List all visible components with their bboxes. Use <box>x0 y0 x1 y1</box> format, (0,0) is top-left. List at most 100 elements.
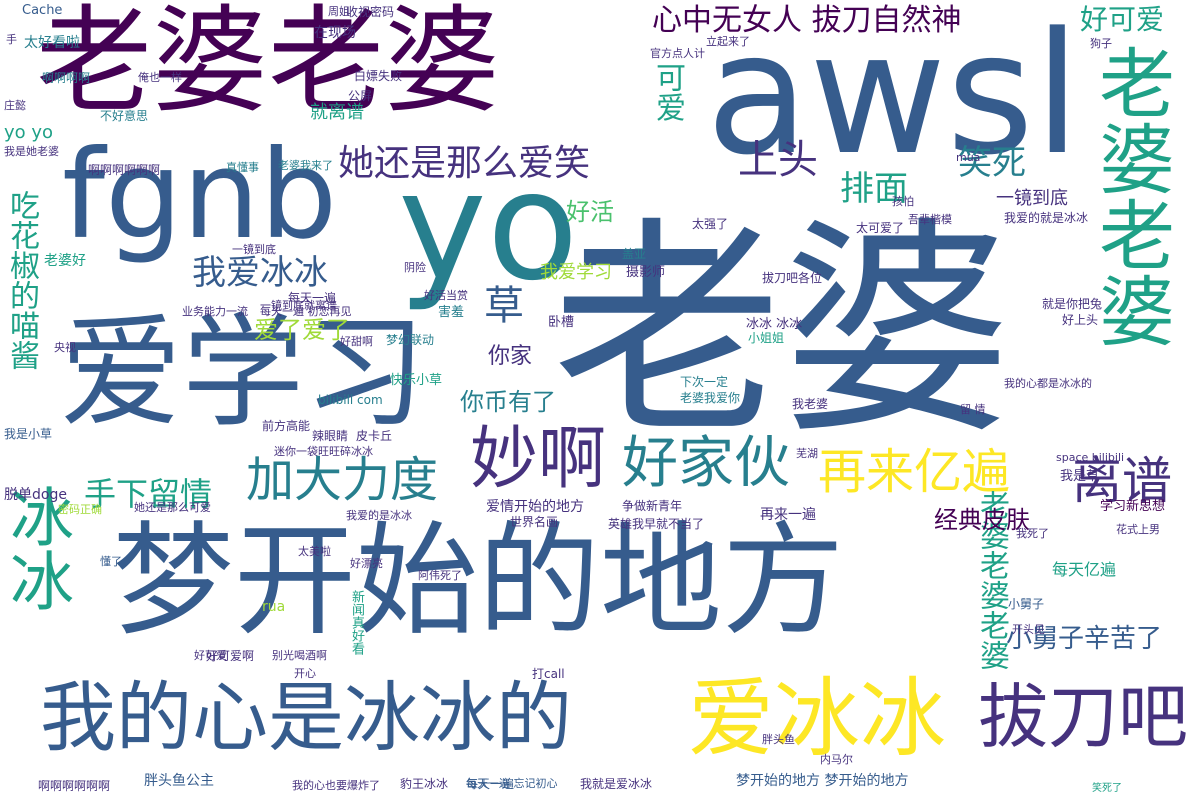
word-yonglian: 每天一遍 初恋再见 <box>260 305 352 318</box>
word-woweishi: 我就是爱冰冰 <box>580 777 653 791</box>
word-aixuexi: 爱学习 <box>60 302 426 444</box>
word-xuexi: 学习新思想 <box>1100 499 1166 514</box>
word-zhenzhen: 真懂事 <box>226 161 259 174</box>
word-gaiya: 盖亚 <box>622 247 647 261</box>
word-xiaojiejie: 小姐姐 <box>748 331 785 345</box>
word-woshi: 我死了 <box>1016 527 1049 540</box>
word-bai: 白嫖失败 <box>354 69 403 83</box>
word-dayu: 打call <box>532 667 565 681</box>
word-shexiang: 摄影师 <box>626 265 666 280</box>
word-zhouji: 周姐 <box>328 5 350 18</box>
word-tianlai: 每天一遍 <box>466 777 515 791</box>
word-ahhh2: 啊啊啊啊 <box>42 71 91 85</box>
word-xiaosi: 笑死 <box>958 143 1026 183</box>
word-shou: 手 <box>6 33 17 46</box>
word-rua: rua <box>262 599 286 615</box>
word-keai: 可爱 <box>650 62 685 122</box>
word-woaidejiu: 我爱的就是冰冰 <box>1004 211 1089 225</box>
word-kaitou: 开头见 <box>1012 623 1045 636</box>
word-laopohao: 老婆好 <box>44 253 86 269</box>
word-tamen: 她还是那么可爱 <box>134 501 211 514</box>
word-space: space bilibili <box>1056 451 1125 464</box>
word-xiaokeai: 好可爱 <box>194 649 227 662</box>
word-buhaoyisi: 不好意思 <box>100 109 149 123</box>
word-laizai: 在现场 <box>314 25 356 41</box>
word-bie: 别光喝酒啊 <box>272 649 327 662</box>
word-jiushini: 就是你把兔 <box>1042 297 1103 311</box>
word-taikeai: 太可爱了 <box>856 221 905 235</box>
word-haohuo: 好活 <box>566 198 614 226</box>
word-laopo-vert: 老婆老婆 <box>1086 44 1175 348</box>
word-cao: 草 <box>484 283 524 329</box>
word-yeshi: 俺也一样 <box>138 71 182 84</box>
word-shijiemingren: 世界名画 <box>510 515 559 529</box>
word-nijia: 你家 <box>488 344 533 369</box>
word-yewu: 业务能力一流 <box>182 305 248 318</box>
word-pangtou: 胖头鱼公主 <box>144 773 214 789</box>
word-taimeile: 太美啦 <box>298 545 331 558</box>
word-yangshi: 央视 <box>54 341 76 354</box>
word-liuqing: 留 情 <box>960 403 986 416</box>
word-shouxiang: 收视密码 <box>346 5 395 19</box>
word-xiaoxiaofu: 小舅子 <box>1008 597 1045 611</box>
word-dongle: 懂了 <box>100 555 122 568</box>
word-taihao: 太好看啦 <box>24 35 80 51</box>
word-guoguang: 官方点人计 <box>650 47 705 60</box>
word-yo: yo <box>398 140 579 314</box>
word-awei: 阿伟死了 <box>418 569 462 582</box>
word-laopowoai: 老婆我爱你 <box>680 391 741 405</box>
word-yijing: 一镜到底 <box>996 188 1068 209</box>
word-haojiahuo: 好家伙 <box>622 431 790 496</box>
word-paimian: 排面 <box>840 169 908 209</box>
word-zhengzuo: 争做新青年 <box>622 499 683 513</box>
word-meitianyibian: 每天一遍 忘记初心 <box>466 777 558 790</box>
word-jiada: 加大力度 <box>246 452 439 508</box>
word-aibingbing: 爱冰冰 <box>688 669 946 769</box>
word-mima: 密码正确 <box>58 503 102 516</box>
word-woaixuexi: 我爱学习 <box>540 262 612 283</box>
word-zhuangxian: 庄懿 <box>4 99 26 112</box>
word-tianyi: 每天亿遍 <box>1052 560 1117 579</box>
word-kaixin: 开心 <box>294 667 316 680</box>
word-aiqing: 爱情开始的地方 <box>486 499 584 515</box>
word-mengkai2: 梦开始的地方 梦开始的地方 <box>736 773 909 789</box>
word-cache: Cache <box>22 3 63 18</box>
word-tuodan: 脱单doge <box>4 487 67 503</box>
word-ahhh: 啊啊啊啊啊啊 <box>88 163 161 177</box>
word-yiluo: 一镜到底就离谱 <box>260 299 337 312</box>
word-badaoaike: 拔刀吧各位 <box>762 271 823 285</box>
word-huojian: 害羞 <box>438 305 465 320</box>
word-huajiao: 吃花椒的喵酱 <box>4 190 39 370</box>
word-lipu: 离谱 <box>1072 452 1172 510</box>
word-jiulipu: 就离谱 <box>310 102 364 123</box>
word-haokeai: 好可爱 <box>1080 3 1165 36</box>
word-fuzhi: 孩怕 <box>892 195 914 208</box>
word-gouzi: 狗子 <box>1090 37 1112 50</box>
word-miaoa: 妙啊 <box>470 420 607 499</box>
word-laopo-vert2: 老婆老婆老婆 <box>974 490 1009 670</box>
word-pika: 皮卡丘 <box>356 429 393 443</box>
word-xinzhong: 心中无女人 拔刀自然神 <box>652 3 962 38</box>
word-bawangle: 豹王冰冰 <box>400 777 449 791</box>
word-laopo-big: 老婆 <box>552 199 1013 466</box>
word-woailaopo: 我老婆 <box>792 397 829 411</box>
word-huaxiao: 花式上男 <box>1116 523 1160 536</box>
word-bingbingbing: 冰冰 冰冰 <box>746 317 803 332</box>
word-yingxiong: 英雄我早就不当了 <box>608 517 705 531</box>
word-jiezhang: 前方高能 <box>262 419 311 433</box>
word-laopo-laopo: 老婆老婆 <box>36 0 500 129</box>
word-shuaile: 笑死了 <box>1092 783 1122 794</box>
word-badaoba: 拔刀吧 <box>978 676 1188 758</box>
word-mua: mua <box>956 151 981 164</box>
word-lala: 辣眼睛 <box>312 429 349 443</box>
word-meitian: 每天一遍 <box>288 291 337 305</box>
word-xiaojiuzi: 小舅子辛苦了 <box>1006 624 1163 654</box>
word-jingdian: 经典皮肤 <box>934 506 1030 534</box>
word-yuanlai: 好漂亮 <box>350 557 383 570</box>
word-tianqi: 立起来了 <box>706 35 750 48</box>
word-wodelaopo: 我的心都是冰冰的 <box>1004 377 1092 390</box>
word-woshixiaocao: 我是小草 <box>4 427 53 441</box>
word-laopolaile: 老婆我来了 <box>278 159 333 172</box>
word-yinxian: 阴险 <box>404 261 426 274</box>
word-woaibingbing: 我爱冰冰 <box>192 253 328 293</box>
